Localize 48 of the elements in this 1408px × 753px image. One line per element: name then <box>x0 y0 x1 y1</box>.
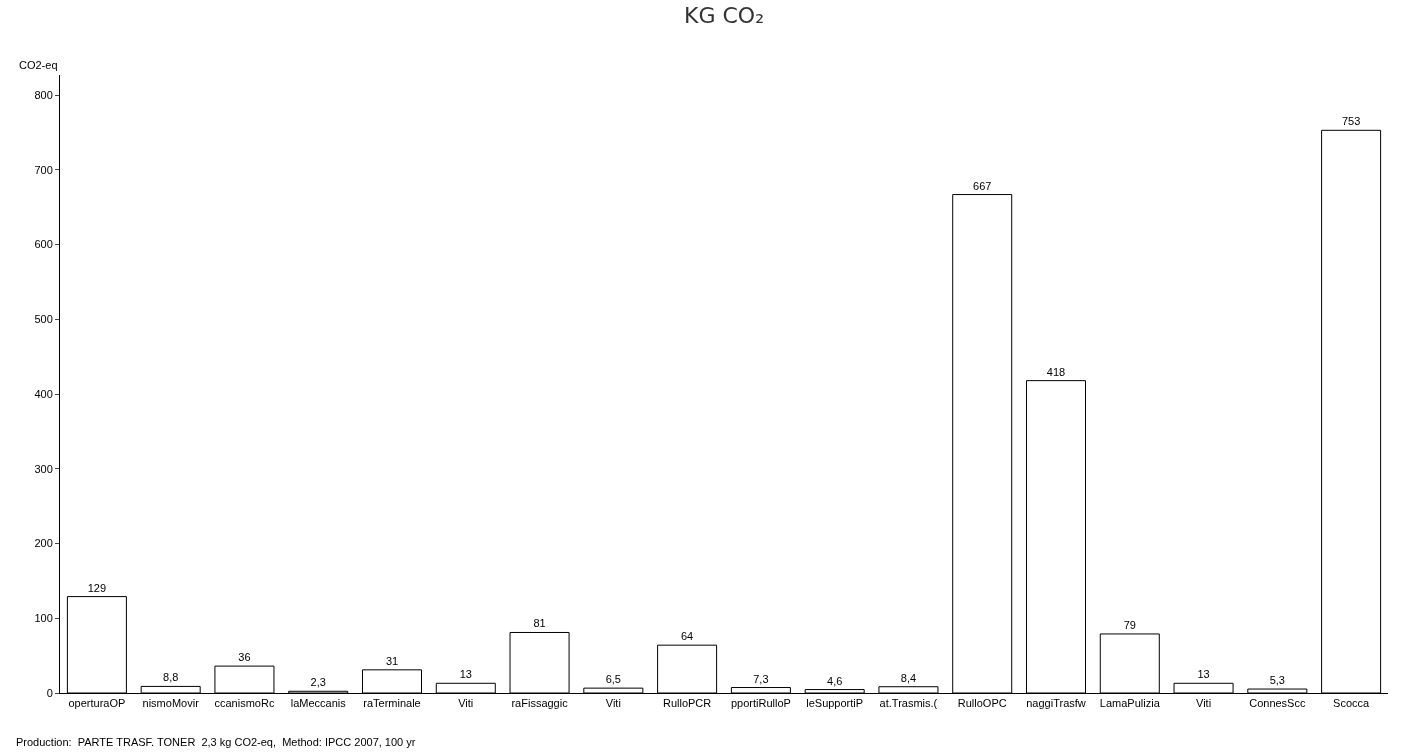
y-tick-label: 700 <box>34 163 53 176</box>
data-label: 8,8 <box>163 671 179 684</box>
data-label: 4,6 <box>827 674 843 687</box>
data-label: 129 <box>87 581 107 594</box>
data-label: 667 <box>973 179 992 192</box>
y-tick-label: 300 <box>34 462 53 475</box>
x-tick-label: leSupportiP <box>806 697 864 710</box>
x-tick-label: pportiRulloP <box>730 697 791 710</box>
x-tick-label: operturaOP <box>68 697 126 710</box>
text: Production: PARTE TRASF. TONER 2,3 kg CO2-eq, Method: IPCC 2007, 100 yr <box>16 736 416 748</box>
x-tick-label: LamaPulizia <box>1099 697 1161 710</box>
x-tick-label: ConnesScc <box>1249 697 1306 710</box>
x-tick-label: raFissaggic <box>511 697 569 710</box>
data-label: 79 <box>1123 618 1136 631</box>
y-tick-label: 400 <box>34 387 53 400</box>
x-tick-label: naggiTrasfw <box>1026 697 1086 710</box>
x-tick-label: at.Trasmis.( <box>879 697 938 710</box>
y-tick-label: 100 <box>34 612 53 625</box>
x-tick-label: nismoMovir <box>142 697 200 710</box>
x-tick-label: Viti <box>605 697 621 710</box>
y-tick-label: 500 <box>34 313 53 326</box>
y-tick-label: 600 <box>34 238 53 251</box>
data-label: 5,3 <box>1269 674 1285 687</box>
x-tick-label: laMeccanis <box>290 697 347 710</box>
data-label: 7,3 <box>753 672 769 685</box>
chart-title: KG CO₂ <box>684 3 764 28</box>
data-label: 418 <box>1046 365 1066 378</box>
x-tick-label: RulloPCR <box>662 697 712 710</box>
x-tick-label: ccanismoRc <box>214 697 275 710</box>
x-tick-label: Scocca <box>1333 697 1371 710</box>
data-label: 31 <box>385 654 399 667</box>
data-label: 753 <box>1341 115 1361 128</box>
data-label: 13 <box>1197 668 1210 681</box>
data-label: 2,3 <box>310 676 326 689</box>
data-label: 6,5 <box>605 673 621 686</box>
data-label: 64 <box>680 630 694 643</box>
data-label: 13 <box>459 668 472 681</box>
y-tick-label: 800 <box>34 89 53 102</box>
y-tick-label: 200 <box>34 537 53 550</box>
x-tick-label: RulloOPC <box>957 697 1007 710</box>
data-label: 81 <box>533 617 546 630</box>
x-tick-label: Viti <box>1196 697 1212 710</box>
x-tick-label: Viti <box>458 697 474 710</box>
x-tick-label: raTerminale <box>363 697 421 710</box>
y-tick-label: 0 <box>46 686 53 699</box>
y-axis-title: CO2-eq <box>19 59 58 71</box>
data-label: 36 <box>238 651 251 664</box>
data-label: 8,4 <box>900 671 917 684</box>
